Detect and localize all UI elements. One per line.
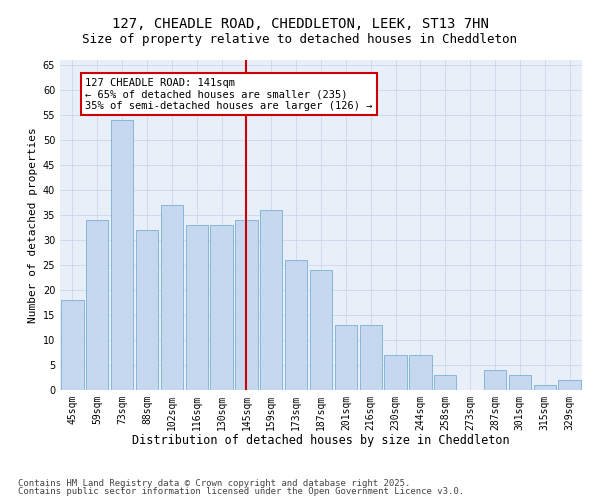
Bar xyxy=(335,325,357,390)
Bar xyxy=(111,120,133,390)
Bar xyxy=(484,370,506,390)
Bar xyxy=(161,205,183,390)
Bar xyxy=(285,260,307,390)
Bar xyxy=(385,355,407,390)
Text: 127 CHEADLE ROAD: 141sqm
← 65% of detached houses are smaller (235)
35% of semi-: 127 CHEADLE ROAD: 141sqm ← 65% of detach… xyxy=(85,78,373,110)
Bar xyxy=(359,325,382,390)
Bar xyxy=(434,375,457,390)
Bar xyxy=(409,355,431,390)
Text: Contains HM Land Registry data © Crown copyright and database right 2025.: Contains HM Land Registry data © Crown c… xyxy=(18,478,410,488)
Bar xyxy=(533,385,556,390)
Text: Contains public sector information licensed under the Open Government Licence v3: Contains public sector information licen… xyxy=(18,487,464,496)
Text: Size of property relative to detached houses in Cheddleton: Size of property relative to detached ho… xyxy=(83,32,517,46)
Text: 127, CHEADLE ROAD, CHEDDLETON, LEEK, ST13 7HN: 127, CHEADLE ROAD, CHEDDLETON, LEEK, ST1… xyxy=(112,18,488,32)
Bar xyxy=(185,225,208,390)
Bar xyxy=(211,225,233,390)
Bar xyxy=(260,210,283,390)
Bar xyxy=(61,300,83,390)
Bar xyxy=(86,220,109,390)
Bar xyxy=(559,380,581,390)
Y-axis label: Number of detached properties: Number of detached properties xyxy=(28,127,38,323)
Bar xyxy=(136,230,158,390)
X-axis label: Distribution of detached houses by size in Cheddleton: Distribution of detached houses by size … xyxy=(132,434,510,448)
Bar xyxy=(509,375,531,390)
Bar xyxy=(235,220,257,390)
Bar xyxy=(310,270,332,390)
